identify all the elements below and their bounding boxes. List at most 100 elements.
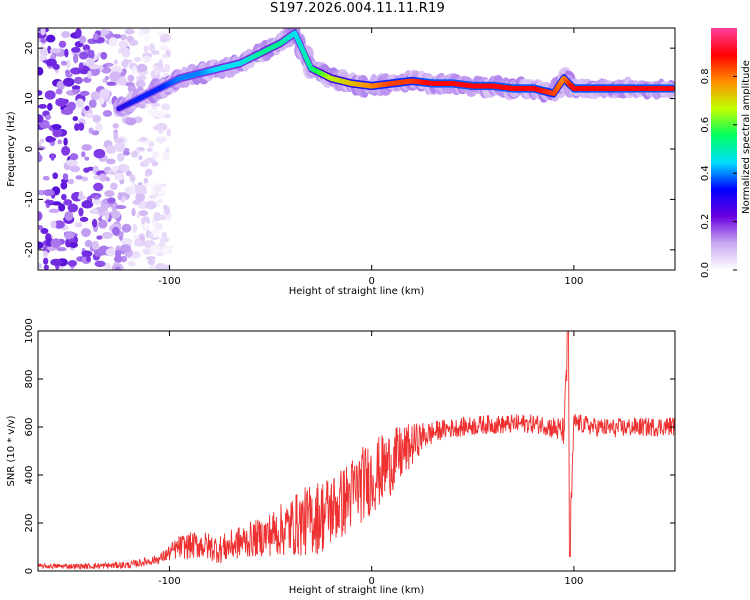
heatmap-noise-cell xyxy=(38,104,47,109)
heatmap-noise-cell xyxy=(141,181,150,187)
heatmap-noise-cell xyxy=(149,244,162,255)
heatmap-noise-cell xyxy=(117,192,123,201)
heatmap-noise-cell xyxy=(50,220,57,229)
heatmap-ytick-label: 20 xyxy=(24,42,35,55)
heatmap-noise-cell xyxy=(159,68,167,73)
heatmap-noise-cell xyxy=(88,99,97,109)
heatmap-noise-cell xyxy=(94,260,106,268)
heatmap-noise-cell xyxy=(47,103,53,111)
heatmap-noise-cell xyxy=(63,199,73,206)
heatmap-noise-cell xyxy=(56,247,67,252)
heatmap-noise-cell xyxy=(132,223,138,233)
heatmap-noise-cell xyxy=(38,241,44,250)
heatmap-noise-cell xyxy=(81,200,94,209)
heatmap-noise-cell xyxy=(75,98,85,109)
heatmap-noise-cell xyxy=(81,176,89,182)
heatmap-noise-cell xyxy=(40,28,46,36)
snr-ytick-label: 600 xyxy=(24,417,35,436)
chart-title: S197.2026.004.11.11.R19 xyxy=(270,1,445,16)
heatmap-noise-cell xyxy=(142,248,152,255)
heatmap-noise-cell xyxy=(64,211,74,221)
heatmap-noise-cell xyxy=(58,203,66,212)
heatmap-noise-cell xyxy=(52,172,59,180)
heatmap-noise-cell xyxy=(113,33,122,39)
heatmap-noise-cell xyxy=(104,262,112,270)
heatmap-xtick-label: -100 xyxy=(158,276,181,287)
heatmap-noise-cell xyxy=(42,189,55,196)
heatmap-noise-cell xyxy=(159,37,169,43)
heatmap-noise-cell xyxy=(71,85,81,90)
heatmap-noise-cell xyxy=(124,81,135,87)
heatmap-noise-cell xyxy=(78,122,85,131)
heatmap-noise-cell xyxy=(93,182,104,192)
heatmap-noise-cell xyxy=(118,48,123,54)
snr-ytick-label: 200 xyxy=(24,513,35,532)
heatmap-noise-cell xyxy=(132,250,141,259)
heatmap-noise-cell xyxy=(155,136,168,143)
heatmap-noise-cell xyxy=(109,210,121,219)
heatmap-noise-cell xyxy=(79,35,87,44)
heatmap-noise-cell xyxy=(38,262,42,269)
heatmap-noise-cell xyxy=(78,62,84,71)
heatmap-noise-cell xyxy=(85,255,91,263)
heatmap-noise-cell xyxy=(40,227,49,234)
heatmap-noise-cell xyxy=(94,122,103,133)
heatmap-noise-cell xyxy=(143,177,149,184)
heatmap-noise-cell xyxy=(133,239,143,246)
heatmap-noise-cell xyxy=(98,219,108,229)
snr-xtick-label: -100 xyxy=(158,576,181,587)
snr-ytick-label: 400 xyxy=(24,465,35,484)
heatmap-noise-cell xyxy=(63,77,75,87)
heatmap-noise-cell xyxy=(153,211,161,222)
heatmap-noise-cell xyxy=(101,231,113,239)
heatmap-noise-cell xyxy=(42,175,50,181)
heatmap-noise-cell xyxy=(67,101,76,111)
heatmap-noise-cell xyxy=(38,66,44,76)
heatmap-noise-cell xyxy=(67,178,75,185)
heatmap-noise-cell xyxy=(102,109,113,117)
heatmap-noise-cell xyxy=(104,190,115,197)
heatmap-noise-cell xyxy=(104,210,110,220)
heatmap-noise-cell xyxy=(69,241,78,249)
colorbar xyxy=(711,28,737,270)
heatmap-noise-cell xyxy=(131,208,136,217)
heatmap-noise-cell xyxy=(111,165,119,173)
heatmap-noise-cell xyxy=(135,79,146,89)
heatmap-noise-cell xyxy=(92,114,101,123)
heatmap-noise-cell xyxy=(137,30,145,37)
heatmap-noise-cell xyxy=(67,203,79,213)
heatmap-noise-cell xyxy=(144,172,151,177)
heatmap-noise-cell xyxy=(50,153,55,161)
heatmap-noise-cell xyxy=(162,113,171,119)
heatmap-noise-cell xyxy=(53,220,65,229)
heatmap-noise-cell xyxy=(69,165,81,173)
heatmap-noise-cell xyxy=(81,250,93,257)
heatmap-noise-cell xyxy=(60,181,68,190)
heatmap-xlabel: Height of straight line (km) xyxy=(289,286,425,297)
heatmap-noise-cell xyxy=(74,123,80,131)
heatmap-noise-cell xyxy=(99,88,111,99)
heatmap-noise-cell xyxy=(79,90,90,97)
heatmap-noise-cell xyxy=(38,114,44,124)
heatmap-noise-cell xyxy=(115,204,127,210)
heatmap-noise-cell xyxy=(81,144,93,151)
heatmap-noise-cell xyxy=(75,28,82,38)
heatmap-noise-cell xyxy=(44,90,56,100)
heatmap-noise-cell xyxy=(133,56,142,62)
heatmap-noise-cell xyxy=(38,211,43,221)
heatmap-noise-cell xyxy=(105,248,116,257)
heatmap-noise-cell xyxy=(48,208,60,214)
heatmap-noise-cell xyxy=(143,221,149,231)
heatmap-noise-cell xyxy=(151,151,160,160)
snr-frame xyxy=(37,330,676,572)
heatmap-noise-cell xyxy=(45,58,57,67)
heatmap-noise-cell xyxy=(51,123,62,130)
heatmap-noise-cell xyxy=(133,235,140,240)
colorbar-tick-label: 0.8 xyxy=(700,68,711,84)
heatmap-noise-cell xyxy=(121,223,132,233)
heatmap-noise-cell xyxy=(43,264,50,270)
heatmap-noise-cell xyxy=(163,204,168,211)
heatmap-noise-cell xyxy=(91,208,99,214)
heatmap-noise-cell xyxy=(60,108,73,115)
heatmap-noise-cell xyxy=(104,75,110,81)
